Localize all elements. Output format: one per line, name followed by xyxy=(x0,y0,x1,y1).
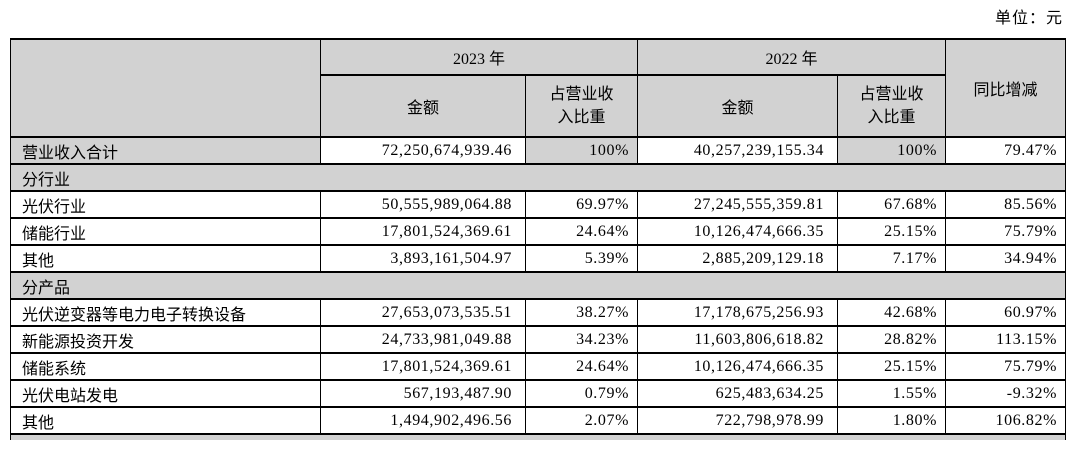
amount-2023-cell: 567,193,487.90 xyxy=(320,379,526,408)
yoy-cell: 75.79% xyxy=(945,217,1067,246)
table-row: 其他 1,494,902,496.56 2.07% 722,798,978.99 1.8… xyxy=(10,406,1067,435)
yoy-cell: 60.97% xyxy=(945,298,1067,327)
table-row: 新能源投资开发 24,733,981,049.88 34.23% 11,603,806… xyxy=(10,325,1067,354)
share-2022-cell: 25.15% xyxy=(837,217,947,246)
amount-2023-cell: 17,801,524,369.61 xyxy=(320,352,526,381)
share-2022-cell: 7.17% xyxy=(837,244,947,273)
share-2022-cell: 1.55% xyxy=(837,379,947,408)
yoy-cell: 34.94% xyxy=(945,244,1067,273)
share-2022-cell: 1.80% xyxy=(837,406,947,435)
amount-2023-cell: 1,494,902,496.56 xyxy=(320,406,526,435)
yoy-cell: 75.79% xyxy=(945,352,1067,381)
amount-2022-cell: 11,603,806,618.82 xyxy=(637,325,839,354)
amount-2022-cell: 17,178,675,256.93 xyxy=(637,298,839,327)
yoy-cell: 85.56% xyxy=(945,190,1067,219)
amount-2022-cell: 10,126,474,666.35 xyxy=(637,352,839,381)
table-row: 储能行业 17,801,524,369.61 24.64% 10,126,474,66… xyxy=(10,217,1067,246)
share-2022-cell: 42.68% xyxy=(837,298,947,327)
row-label-cell: 储能系统 xyxy=(10,352,321,381)
amount-2022-header: 金额 xyxy=(637,74,839,138)
corner-blank-cell xyxy=(10,38,321,138)
row-label-cell: 营业收入合计 xyxy=(10,136,321,165)
amount-2023-cell: 27,653,073,535.51 xyxy=(320,298,526,327)
share-2023-cell: 34.23% xyxy=(524,325,639,354)
yoy-change-header: 同比增减 xyxy=(945,38,1067,138)
year-2022-header: 2022 年 xyxy=(637,38,947,76)
section-label-cell xyxy=(9,433,1067,440)
table-row: 营业收入合计 72,250,674,939.46 100% 40,257,239,15… xyxy=(10,136,1067,165)
row-label-cell: 光伏行业 xyxy=(10,190,321,219)
unit-label: 单位：元 xyxy=(994,10,1063,27)
share-2023-cell: 69.97% xyxy=(524,190,639,219)
amount-2023-cell: 3,893,161,504.97 xyxy=(320,244,526,273)
share-2022-cell: 25.15% xyxy=(837,352,947,381)
yoy-cell: 113.15% xyxy=(945,325,1067,354)
amount-2023-cell: 72,250,674,939.46 xyxy=(320,136,526,165)
table-row: 其他 3,893,161,504.97 5.39% 2,885,209,129.18 7… xyxy=(10,244,1067,273)
yoy-cell: 79.47% xyxy=(945,136,1067,165)
year-2023-header: 2023 年 xyxy=(319,38,639,76)
revenue-share-2022-header: 占营业收 入比重 xyxy=(837,74,947,138)
share-2023-cell: 2.07% xyxy=(524,406,639,435)
share-2022-cell: 67.68% xyxy=(837,190,947,219)
row-label-cell: 光伏电站发电 xyxy=(10,379,321,408)
table-row: 光伏逆变器等电力电子转换设备 27,653,073,535.51 38.27% 17,… xyxy=(10,298,1067,327)
section-row: 分产品 xyxy=(9,271,1067,300)
amount-2023-cell: 24,733,981,049.88 xyxy=(320,325,526,354)
share-2023-cell: 5.39% xyxy=(524,244,639,273)
row-label-cell: 其他 xyxy=(10,244,321,273)
amount-2023-cell: 17,801,524,369.61 xyxy=(320,217,526,246)
share-2023-cell: 24.64% xyxy=(524,352,639,381)
share-2023-cell: 100% xyxy=(524,136,639,165)
revenue-breakdown-table: 2023 年 2022 年 同比增减 金额 占营业收 入比重 金额 占营业收 入… xyxy=(9,38,1067,440)
share-2023-cell: 38.27% xyxy=(524,298,639,327)
section-row: 分行业 xyxy=(9,163,1067,192)
header-row-metrics: 金额 占营业收 入比重 金额 占营业收 入比重 xyxy=(11,74,1066,138)
row-label-cell: 其他 xyxy=(10,406,321,435)
table-header: 2023 年 2022 年 同比增减 金额 占营业收 入比重 金额 占营业收 入… xyxy=(10,38,1067,138)
amount-2023-cell: 50,555,989,064.88 xyxy=(320,190,526,219)
revenue-share-2023-header: 占营业收 入比重 xyxy=(524,74,639,138)
header-row-years: 2023 年 2022 年 同比增减 xyxy=(10,38,1067,138)
section-label-cell: 分行业 xyxy=(9,163,1067,192)
share-2023-cell: 0.79% xyxy=(524,379,639,408)
share-2022-cell: 100% xyxy=(837,136,947,165)
amount-2022-cell: 2,885,209,129.18 xyxy=(637,244,839,273)
table-row: 光伏电站发电 567,193,487.90 0.79% 625,483,634.25 1… xyxy=(10,379,1067,408)
row-label-cell: 新能源投资开发 xyxy=(10,325,321,354)
yoy-cell: 106.82% xyxy=(945,406,1067,435)
table-row: 储能系统 17,801,524,369.61 24.64% 10,126,474,66… xyxy=(10,352,1067,381)
table-row: 光伏行业 50,555,989,064.88 69.97% 27,245,555,35… xyxy=(10,190,1067,219)
share-2022-cell: 28.82% xyxy=(837,325,947,354)
row-label-cell: 储能行业 xyxy=(10,217,321,246)
amount-2022-cell: 625,483,634.25 xyxy=(637,379,839,408)
amount-2022-cell: 722,798,978.99 xyxy=(637,406,839,435)
share-2023-cell: 24.64% xyxy=(524,217,639,246)
section-label-cell: 分产品 xyxy=(9,271,1067,300)
amount-2022-cell: 27,245,555,359.81 xyxy=(637,190,839,219)
section-row-cutoff xyxy=(9,433,1067,440)
table-body: 营业收入合计 72,250,674,939.46 100% 40,257,239,15… xyxy=(9,136,1067,440)
amount-2022-cell: 40,257,239,155.34 xyxy=(637,136,839,165)
amount-2022-cell: 10,126,474,666.35 xyxy=(637,217,839,246)
amount-2023-header: 金额 xyxy=(320,74,526,138)
row-label-cell: 光伏逆变器等电力电子转换设备 xyxy=(10,298,321,327)
yoy-cell: -9.32% xyxy=(945,379,1067,408)
